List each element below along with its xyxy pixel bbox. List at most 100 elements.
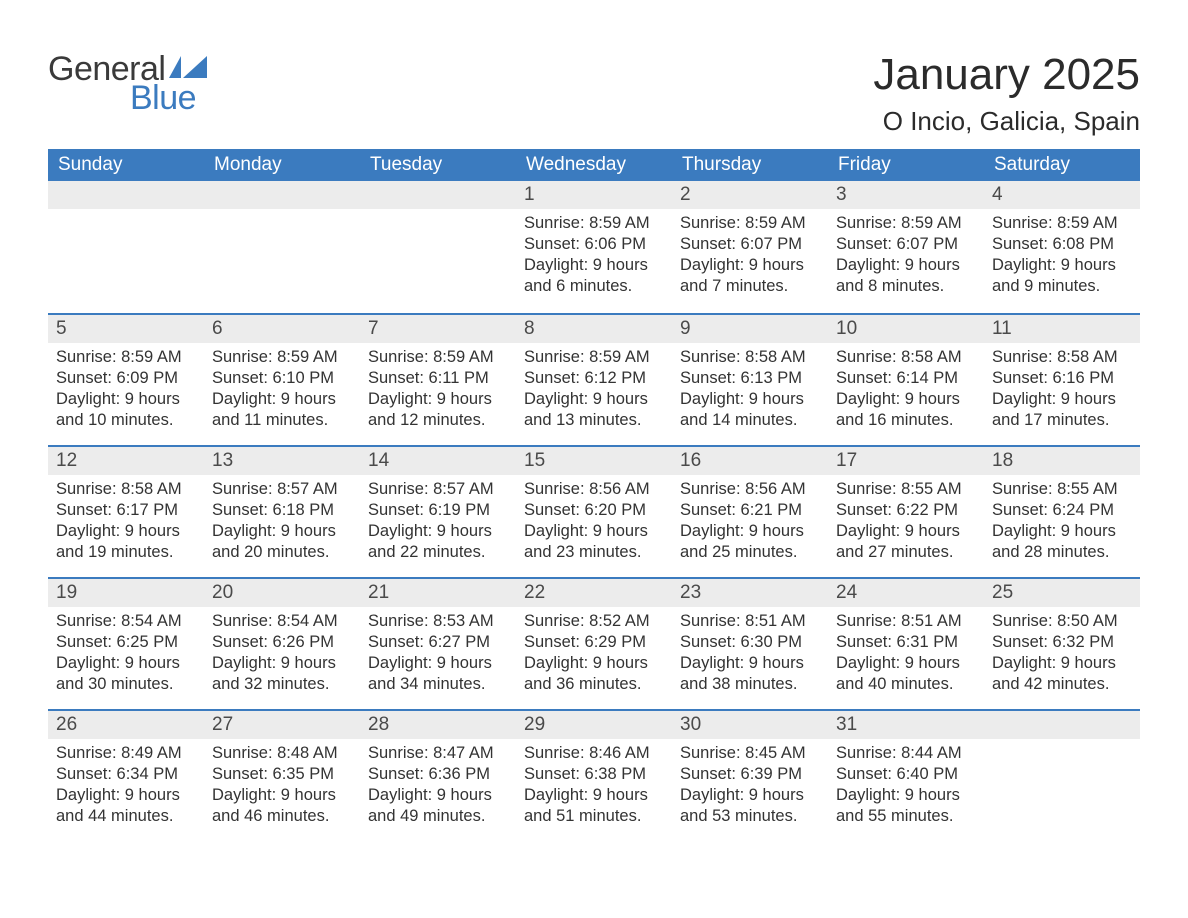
day-body: Sunrise: 8:48 AMSunset: 6:35 PMDaylight:… <box>212 743 352 827</box>
day-sunrise: Sunrise: 8:51 AM <box>680 611 820 632</box>
daynum-band: 4 <box>984 181 1140 209</box>
day-daylight2: and 44 minutes. <box>56 806 196 827</box>
day-number: 19 <box>56 582 77 603</box>
day-cell: 15 Sunrise: 8:56 AMSunset: 6:20 PMDayligh… <box>516 445 672 577</box>
day-body: Sunrise: 8:56 AMSunset: 6:20 PMDaylight:… <box>524 479 664 563</box>
day-sunrise: Sunrise: 8:58 AM <box>992 347 1132 368</box>
day-sunset: Sunset: 6:09 PM <box>56 368 196 389</box>
day-number <box>212 184 217 205</box>
day-cell <box>984 709 1140 841</box>
daynum-band: 23 <box>672 579 828 607</box>
day-sunset: Sunset: 6:36 PM <box>368 764 508 785</box>
daynum-band: 9 <box>672 315 828 343</box>
day-number: 27 <box>212 714 233 735</box>
day-sunrise: Sunrise: 8:57 AM <box>368 479 508 500</box>
day-sunset: Sunset: 6:31 PM <box>836 632 976 653</box>
daynum-band <box>360 181 516 209</box>
day-number: 11 <box>992 318 1012 339</box>
day-body: Sunrise: 8:53 AMSunset: 6:27 PMDaylight:… <box>368 611 508 695</box>
day-cell: 25Sunrise: 8:50 AMSunset: 6:32 PMDayligh… <box>984 577 1140 709</box>
daynum-band: 25 <box>984 579 1140 607</box>
day-sunrise: Sunrise: 8:59 AM <box>524 347 664 368</box>
daynum-band: 29 <box>516 711 672 739</box>
day-cell: 17Sunrise: 8:55 AMSunset: 6:22 PMDayligh… <box>828 445 984 577</box>
day-sunset: Sunset: 6:10 PM <box>212 368 352 389</box>
day-sunset: Sunset: 6:39 PM <box>680 764 820 785</box>
week-row: 1 Sunrise: 8:59 AM Sunset: 6:06 PM Daylight… <box>48 181 1140 313</box>
day-daylight2: and 20 minutes. <box>212 542 352 563</box>
daynum-band: 18 <box>984 447 1140 475</box>
day-sunrise: Sunrise: 8:47 AM <box>368 743 508 764</box>
day-daylight1: Daylight: 9 hours <box>992 389 1132 410</box>
day-header: Sunday <box>48 149 204 181</box>
day-number <box>992 714 997 735</box>
day-number: 13 <box>212 450 233 471</box>
day-sunrise: Sunrise: 8:44 AM <box>836 743 976 764</box>
day-sunrise: Sunrise: 8:53 AM <box>368 611 508 632</box>
day-daylight2: and 55 minutes. <box>836 806 976 827</box>
day-daylight1: Daylight: 9 hours <box>836 389 976 410</box>
day-sunset: Sunset: 6:27 PM <box>368 632 508 653</box>
day-number: 2 <box>680 184 691 205</box>
day-number: 3 <box>836 184 847 205</box>
day-daylight1: Daylight: 9 hours <box>212 653 352 674</box>
day-sunrise: Sunrise: 8:48 AM <box>212 743 352 764</box>
daynum-band <box>984 711 1140 739</box>
daynum-band: 31 <box>828 711 984 739</box>
day-daylight1: Daylight: 9 hours <box>524 521 664 542</box>
daynum-band: 30 <box>672 711 828 739</box>
day-sunset: Sunset: 6:25 PM <box>56 632 196 653</box>
day-number: 1 <box>524 184 535 205</box>
day-body: Sunrise: 8:54 AMSunset: 6:26 PMDaylight:… <box>212 611 352 695</box>
day-number: 17 <box>836 450 857 471</box>
day-body: Sunrise: 8:59 AMSunset: 6:08 PMDaylight:… <box>992 213 1132 297</box>
day-daylight2: and 11 minutes. <box>212 410 352 431</box>
day-daylight1: Daylight: 9 hours <box>680 653 820 674</box>
day-body: Sunrise: 8:59 AMSunset: 6:10 PMDaylight:… <box>212 347 352 431</box>
day-sunset: Sunset: 6:24 PM <box>992 500 1132 521</box>
daynum-band: 11 <box>984 315 1140 343</box>
day-daylight1: Daylight: 9 hours <box>56 389 196 410</box>
day-cell: 8Sunrise: 8:59 AMSunset: 6:12 PMDaylight… <box>516 313 672 445</box>
day-cell: 20Sunrise: 8:54 AMSunset: 6:26 PMDayligh… <box>204 577 360 709</box>
day-sunset: Sunset: 6:06 PM <box>524 234 664 255</box>
day-daylight1: Daylight: 9 hours <box>368 653 508 674</box>
day-body: Sunrise: 8:58 AMSunset: 6:17 PMDaylight:… <box>56 479 196 563</box>
day-daylight1: Daylight: 9 hours <box>368 785 508 806</box>
day-sunrise: Sunrise: 8:59 AM <box>836 213 976 234</box>
day-sunrise: Sunrise: 8:59 AM <box>992 213 1132 234</box>
day-daylight2: and 28 minutes. <box>992 542 1132 563</box>
daynum-band: 10 <box>828 315 984 343</box>
day-number: 15 <box>524 450 545 471</box>
day-cell: 22Sunrise: 8:52 AMSunset: 6:29 PMDayligh… <box>516 577 672 709</box>
day-sunrise: Sunrise: 8:54 AM <box>212 611 352 632</box>
day-number: 24 <box>836 582 857 603</box>
daynum-band <box>204 181 360 209</box>
day-daylight2: and 13 minutes. <box>524 410 664 431</box>
day-sunrise: Sunrise: 8:58 AM <box>680 347 820 368</box>
day-cell: 5Sunrise: 8:59 AMSunset: 6:09 PMDaylight… <box>48 313 204 445</box>
day-body: Sunrise: 8:57 AMSunset: 6:19 PMDaylight:… <box>368 479 508 563</box>
day-number: 6 <box>212 318 223 339</box>
day-cell <box>360 181 516 313</box>
day-daylight2: and 7 minutes. <box>680 276 820 297</box>
day-number: 12 <box>56 450 77 471</box>
day-body: Sunrise: 8:49 AMSunset: 6:34 PMDaylight:… <box>56 743 196 827</box>
day-body: Sunrise: 8:57 AMSunset: 6:18 PMDaylight:… <box>212 479 352 563</box>
day-cell <box>204 181 360 313</box>
day-daylight1: Daylight: 9 hours <box>680 255 820 276</box>
day-daylight2: and 51 minutes. <box>524 806 664 827</box>
day-cell: 28Sunrise: 8:47 AMSunset: 6:36 PMDayligh… <box>360 709 516 841</box>
day-header-row: Sunday Monday Tuesday Wednesday Thursday… <box>48 149 1140 181</box>
day-daylight2: and 30 minutes. <box>56 674 196 695</box>
day-sunset: Sunset: 6:32 PM <box>992 632 1132 653</box>
day-body: Sunrise: 8:58 AMSunset: 6:14 PMDaylight:… <box>836 347 976 431</box>
day-daylight1: Daylight: 9 hours <box>992 521 1132 542</box>
day-sunset: Sunset: 6:16 PM <box>992 368 1132 389</box>
day-number: 25 <box>992 582 1013 603</box>
day-sunrise: Sunrise: 8:59 AM <box>368 347 508 368</box>
day-daylight2: and 46 minutes. <box>212 806 352 827</box>
day-sunrise: Sunrise: 8:58 AM <box>56 479 196 500</box>
day-daylight2: and 34 minutes. <box>368 674 508 695</box>
logo: General Blue <box>48 50 207 118</box>
